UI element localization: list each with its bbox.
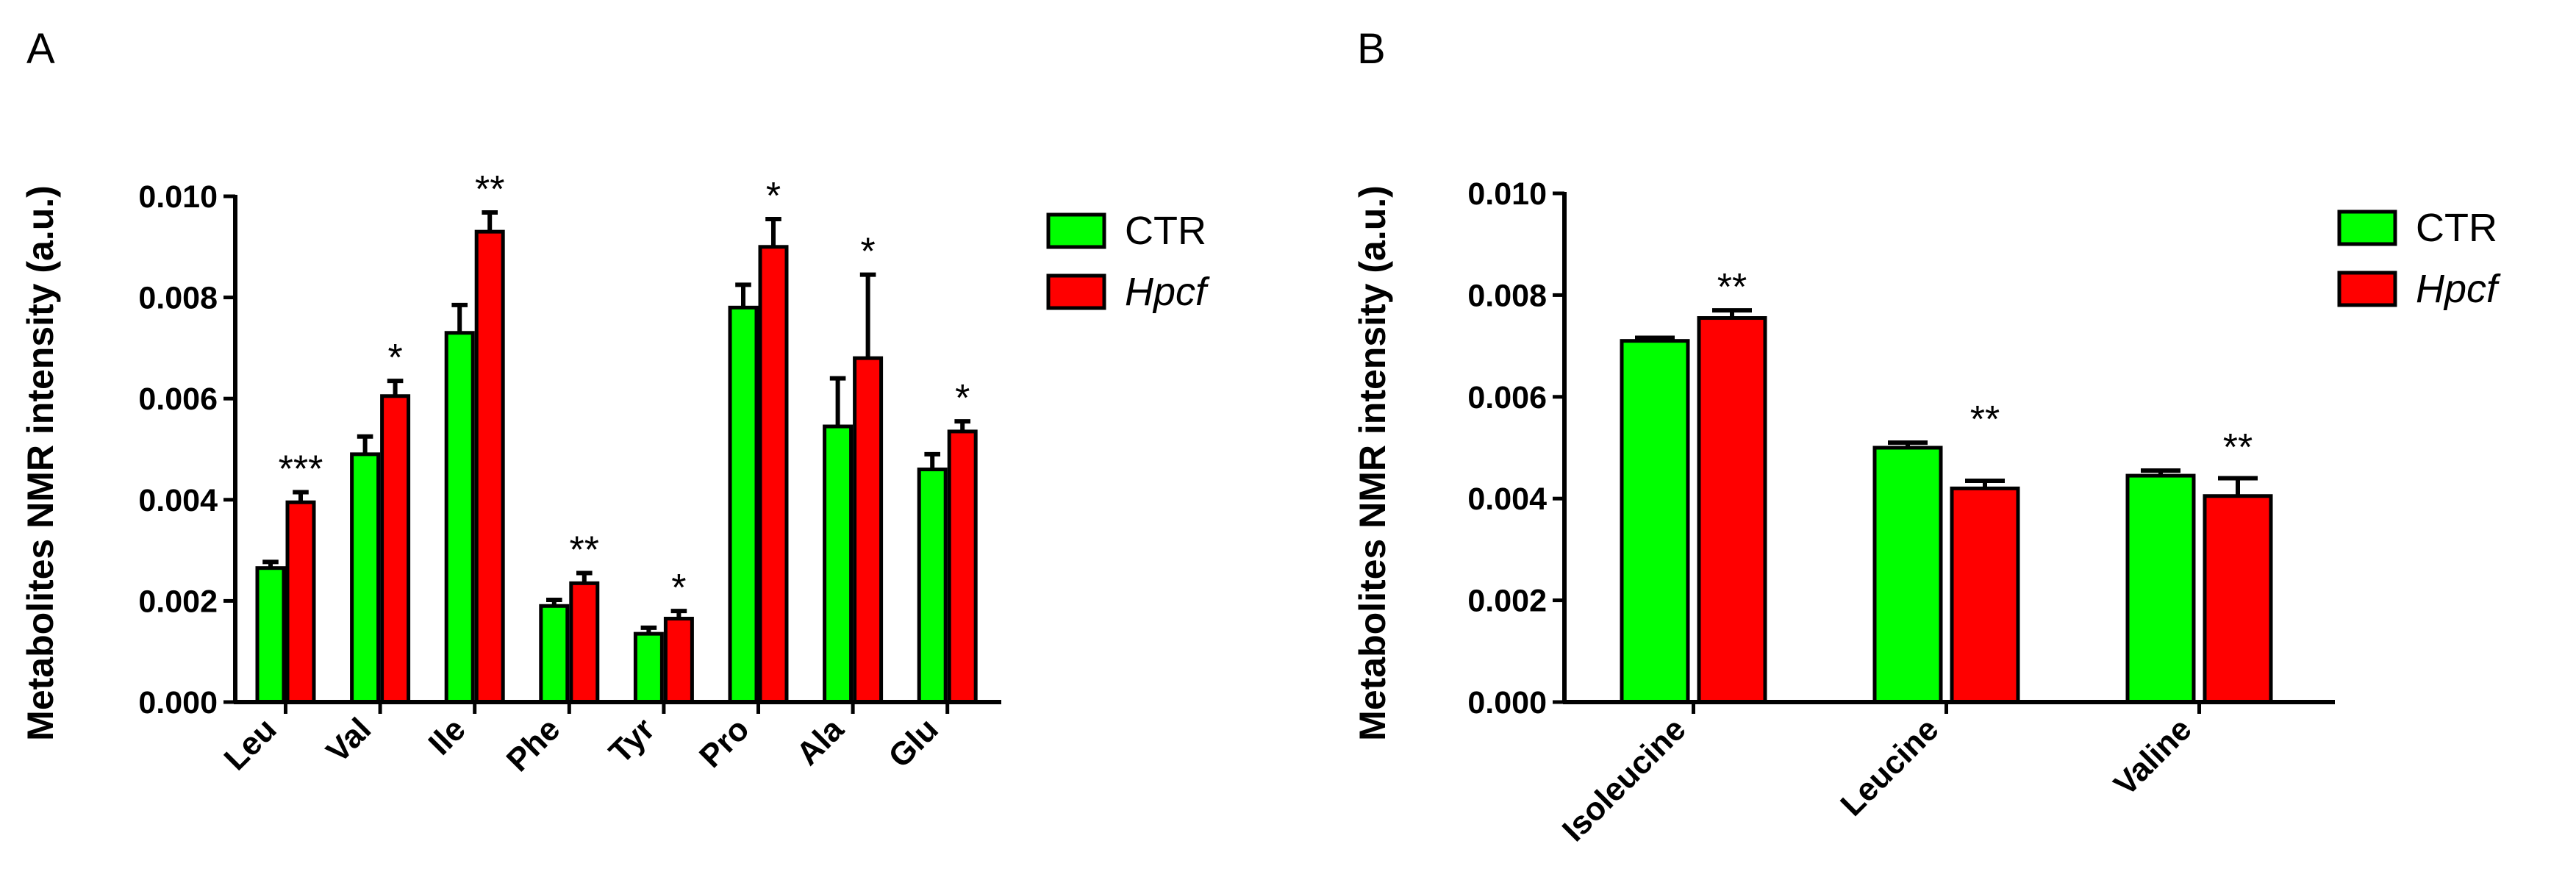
panel-a-significance: ************ [279, 168, 970, 609]
bar-hpcf [285, 500, 316, 704]
significance-marker: * [860, 231, 875, 273]
bar-ctr [350, 452, 381, 704]
bar-hpcf [380, 394, 411, 704]
panel-a-letter: A [26, 25, 55, 73]
x-tick-label: Pro [693, 711, 756, 775]
bar-hpcf [1697, 316, 1767, 704]
panel-a-bars [255, 210, 978, 704]
panel-a-axes [233, 195, 1001, 704]
bar-ctr [255, 566, 286, 704]
panel-b-ylabel: Metabolites NMR intensity (a.u.) [1352, 185, 1393, 741]
legend-swatch-hpcf [1046, 273, 1106, 310]
panel-b-letter: B [1357, 25, 1386, 73]
x-tick-label: Isoleucine [1556, 711, 1693, 848]
bar-hpcf [569, 581, 600, 704]
bar-hpcf [474, 229, 505, 704]
x-tick-label: Valine [2107, 711, 2199, 803]
significance-marker: * [387, 337, 402, 379]
bar-hpcf [853, 356, 884, 704]
x-tick-label: Leucine [1833, 711, 1945, 823]
significance-marker: ** [570, 529, 599, 572]
bar-hpcf [1950, 486, 2020, 704]
legend-swatch-ctr [1046, 212, 1106, 249]
panel-a-yticks: 0.000 0.002 0.004 0.006 0.008 0.010 [138, 179, 235, 720]
bar-hpcf [663, 616, 694, 704]
panel-b-xticks: Isoleucine Leucine Valine [1556, 702, 2201, 848]
significance-marker: ** [1970, 398, 2000, 441]
y-tick-label: 0.006 [138, 382, 218, 417]
bar-ctr [1620, 339, 1690, 704]
legend-label-ctr: CTR [2416, 206, 2497, 250]
x-tick-label: Ile [422, 711, 473, 762]
panel-b-legend: CTR Hpcf [2337, 206, 2501, 311]
bar-hpcf [2203, 494, 2273, 704]
bar-ctr [917, 468, 948, 704]
bar-hpcf [758, 245, 789, 704]
panel-a-xticks: Leu Val Ile Phe Tyr Pro Ala Glu [218, 702, 950, 779]
bar-ctr [539, 604, 570, 704]
panel-a-legend: CTR Hpcf [1046, 209, 1210, 314]
bar-ctr [728, 305, 759, 704]
y-tick-label: 0.008 [1467, 278, 1547, 313]
bar-hpcf [947, 429, 978, 704]
y-tick-label: 0.010 [138, 179, 218, 215]
y-tick-label: 0.008 [138, 281, 218, 316]
panel-b-significance: ** ** ** [1717, 266, 2253, 469]
y-tick-label: 0.006 [1467, 380, 1547, 415]
bar-ctr [633, 631, 664, 704]
panel-b-yticks: 0.000 0.002 0.004 0.006 0.008 0.010 [1467, 176, 1564, 720]
y-tick-label: 0.002 [138, 584, 218, 619]
significance-marker: * [671, 567, 686, 609]
y-tick-label: 0.000 [138, 685, 218, 720]
significance-marker: * [766, 175, 781, 218]
x-tick-label: Leu [218, 711, 284, 777]
x-tick-label: Glu [881, 711, 945, 774]
legend-label-hpcf: Hpcf [1125, 270, 1210, 314]
bar-ctr [2125, 473, 2196, 704]
panel-b-bars [1620, 308, 2273, 704]
bar-ctr [444, 331, 475, 704]
significance-marker: ** [1717, 266, 1747, 309]
legend-label-ctr: CTR [1125, 209, 1206, 253]
bar-ctr [823, 424, 854, 704]
significance-marker: * [955, 377, 970, 420]
y-tick-label: 0.010 [1467, 176, 1547, 212]
panel-a-ylabel: Metabolites NMR intensity (a.u.) [20, 185, 61, 741]
significance-marker: ** [2223, 426, 2253, 469]
panel-a: A Metabolites NMR intensity (a.u.) 0.000… [20, 25, 1210, 779]
x-tick-label: Ala [790, 711, 851, 772]
x-tick-label: Phe [500, 711, 568, 779]
significance-marker: ** [475, 168, 504, 211]
legend-label-hpcf: Hpcf [2416, 267, 2501, 311]
y-tick-label: 0.004 [138, 483, 218, 518]
legend-swatch-hpcf [2337, 271, 2397, 307]
y-tick-label: 0.002 [1467, 584, 1547, 619]
panel-b: B Metabolites NMR intensity (a.u.) 0.000… [1352, 25, 2501, 848]
x-tick-label: Tyr [602, 711, 662, 770]
y-tick-label: 0.004 [1467, 482, 1547, 517]
y-tick-label: 0.000 [1467, 685, 1547, 720]
legend-swatch-ctr [2337, 210, 2397, 246]
significance-marker: *** [279, 448, 323, 490]
bar-ctr [1872, 446, 1943, 704]
x-tick-label: Val [320, 711, 379, 770]
